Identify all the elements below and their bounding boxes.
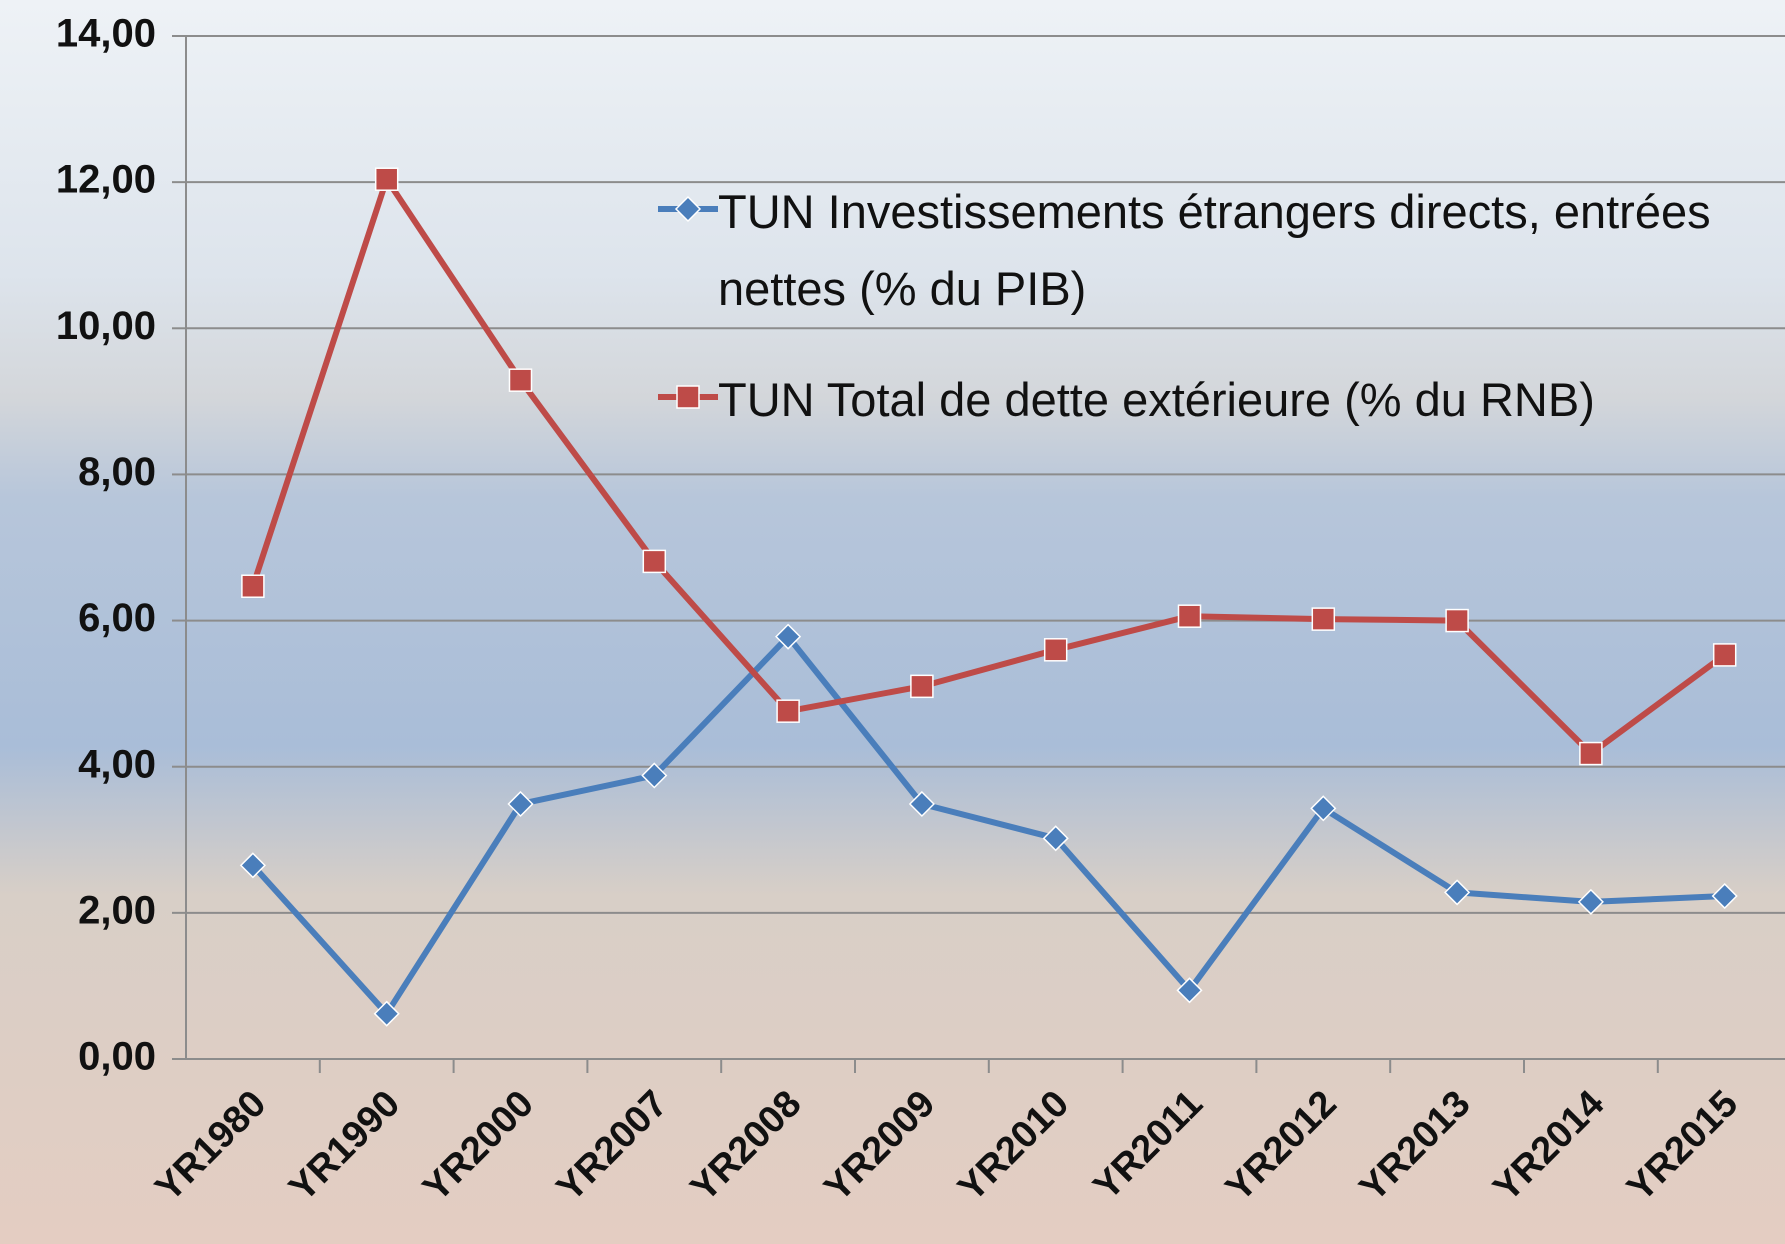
marker	[1179, 605, 1201, 627]
y-tick-label: 6,00	[78, 596, 156, 640]
y-tick-label: 10,00	[56, 304, 156, 348]
marker	[1580, 743, 1602, 765]
legend-label: TUN Investissements étrangers directs, e…	[718, 173, 1718, 327]
marker	[1045, 639, 1067, 661]
marker	[677, 386, 699, 408]
marker	[1312, 608, 1334, 630]
marker	[510, 369, 532, 391]
marker	[911, 675, 933, 697]
y-tick-label: 14,00	[56, 12, 156, 56]
y-tick-label: 0,00	[78, 1035, 156, 1079]
legend-label: TUN Total de dette extérieure (% du RNB)	[718, 361, 1718, 438]
marker	[1446, 610, 1468, 632]
marker	[777, 700, 799, 722]
marker	[1714, 644, 1736, 666]
y-tick-label: 12,00	[56, 158, 156, 202]
y-tick-label: 2,00	[78, 888, 156, 932]
marker	[242, 575, 264, 597]
marker	[376, 168, 398, 190]
page: 0,002,004,006,008,0010,0012,0014,00YR198…	[0, 0, 1785, 1244]
marker	[643, 550, 665, 572]
y-tick-label: 4,00	[78, 742, 156, 786]
y-tick-label: 8,00	[78, 450, 156, 494]
